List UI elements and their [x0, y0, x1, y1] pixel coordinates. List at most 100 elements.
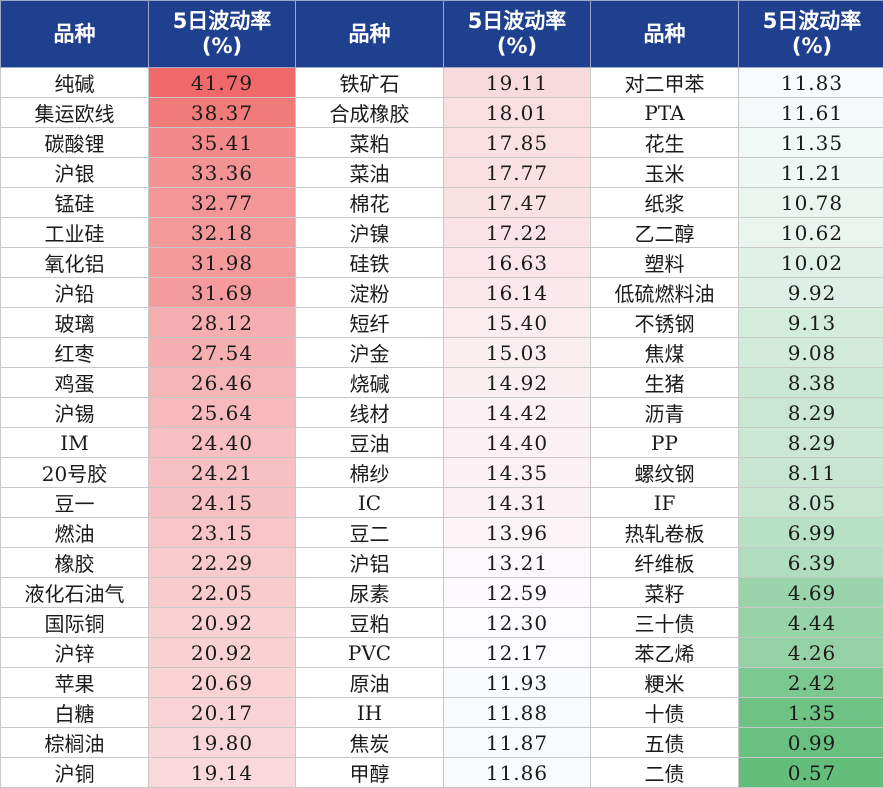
volatility-cell: 8.29 — [739, 428, 883, 458]
variety-cell: 粳米 — [591, 668, 739, 698]
variety-cell: 锰硅 — [1, 188, 149, 218]
volatility-cell: 33.36 — [149, 158, 296, 188]
variety-cell: 短纤 — [296, 308, 444, 338]
variety-cell: 沪锡 — [1, 398, 149, 428]
variety-cell: 烧碱 — [296, 368, 444, 398]
variety-cell: 焦煤 — [591, 338, 739, 368]
volatility-cell: 13.96 — [444, 518, 591, 548]
volatility-cell: 14.92 — [444, 368, 591, 398]
volatility-cell: 10.78 — [739, 188, 883, 218]
variety-cell: 乙二醇 — [591, 218, 739, 248]
volatility-cell: 23.15 — [149, 518, 296, 548]
variety-cell: IC — [296, 488, 444, 518]
volatility-cell: 28.12 — [149, 308, 296, 338]
variety-cell: 不锈钢 — [591, 308, 739, 338]
variety-cell: 花生 — [591, 128, 739, 158]
volatility-cell: 0.57 — [739, 758, 883, 788]
volatility-cell: 15.40 — [444, 308, 591, 338]
variety-cell: 玻璃 — [1, 308, 149, 338]
variety-cell: 液化石油气 — [1, 578, 149, 608]
variety-cell: 沥青 — [591, 398, 739, 428]
variety-cell: 焦炭 — [296, 728, 444, 758]
volatility-cell: 11.35 — [739, 128, 883, 158]
volatility-cell: 14.42 — [444, 398, 591, 428]
volatility-cell: 4.69 — [739, 578, 883, 608]
volatility-cell: 38.37 — [149, 98, 296, 128]
volatility-cell: 24.21 — [149, 458, 296, 488]
variety-cell: IF — [591, 488, 739, 518]
variety-cell: 硅铁 — [296, 248, 444, 278]
volatility-cell: 20.17 — [149, 698, 296, 728]
volatility-cell: 24.40 — [149, 428, 296, 458]
variety-cell: 合成橡胶 — [296, 98, 444, 128]
variety-cell: 原油 — [296, 668, 444, 698]
variety-cell: 沪镍 — [296, 218, 444, 248]
variety-cell: 集运欧线 — [1, 98, 149, 128]
variety-cell: 菜油 — [296, 158, 444, 188]
volatility-cell: 4.26 — [739, 638, 883, 668]
header-row: 品种 5日波动率 (%) 品种 5日波动率 (%) 品种 5日波动率 (%) — [1, 1, 883, 68]
volatility-cell: 11.86 — [444, 758, 591, 788]
variety-cell: 燃油 — [1, 518, 149, 548]
volatility-cell: 9.92 — [739, 278, 883, 308]
volatility-cell: 41.79 — [149, 68, 296, 98]
volatility-cell: 11.61 — [739, 98, 883, 128]
volatility-cell: 14.31 — [444, 488, 591, 518]
volatility-cell: 12.59 — [444, 578, 591, 608]
variety-cell: 棕榈油 — [1, 728, 149, 758]
volatility-cell: 35.41 — [149, 128, 296, 158]
volatility-cell: 6.99 — [739, 518, 883, 548]
variety-cell: 氧化铝 — [1, 248, 149, 278]
variety-cell: 沪锌 — [1, 638, 149, 668]
volatility-cell: 11.93 — [444, 668, 591, 698]
variety-cell: 铁矿石 — [296, 68, 444, 98]
variety-cell: PP — [591, 428, 739, 458]
variety-cell: 低硫燃料油 — [591, 278, 739, 308]
header-volatility-1: 5日波动率 (%) — [149, 1, 296, 68]
volatility-cell: 10.62 — [739, 218, 883, 248]
variety-cell: 热轧卷板 — [591, 518, 739, 548]
header-volatility-3: 5日波动率 (%) — [739, 1, 883, 68]
volatility-cell: 18.01 — [444, 98, 591, 128]
variety-cell: 橡胶 — [1, 548, 149, 578]
variety-cell: 三十债 — [591, 608, 739, 638]
variety-cell: 玉米 — [591, 158, 739, 188]
variety-cell: 二债 — [591, 758, 739, 788]
volatility-cell: 9.08 — [739, 338, 883, 368]
volatility-cell: 11.88 — [444, 698, 591, 728]
volatility-cell: 20.92 — [149, 638, 296, 668]
header-variety-2: 品种 — [296, 1, 444, 68]
variety-cell: 沪铝 — [296, 548, 444, 578]
variety-cell: 豆油 — [296, 428, 444, 458]
variety-cell: PTA — [591, 98, 739, 128]
volatility-cell: 31.98 — [149, 248, 296, 278]
volatility-cell: 12.30 — [444, 608, 591, 638]
variety-cell: 线材 — [296, 398, 444, 428]
volatility-cell: 22.05 — [149, 578, 296, 608]
variety-cell: 豆一 — [1, 488, 149, 518]
variety-cell: 塑料 — [591, 248, 739, 278]
variety-cell: 苯乙烯 — [591, 638, 739, 668]
variety-cell: 20号胶 — [1, 458, 149, 488]
volatility-cell: 9.13 — [739, 308, 883, 338]
volatility-cell: 24.15 — [149, 488, 296, 518]
variety-cell: 工业硅 — [1, 218, 149, 248]
volatility-cell: 4.44 — [739, 608, 883, 638]
variety-cell: IM — [1, 428, 149, 458]
variety-cell: 棉纱 — [296, 458, 444, 488]
